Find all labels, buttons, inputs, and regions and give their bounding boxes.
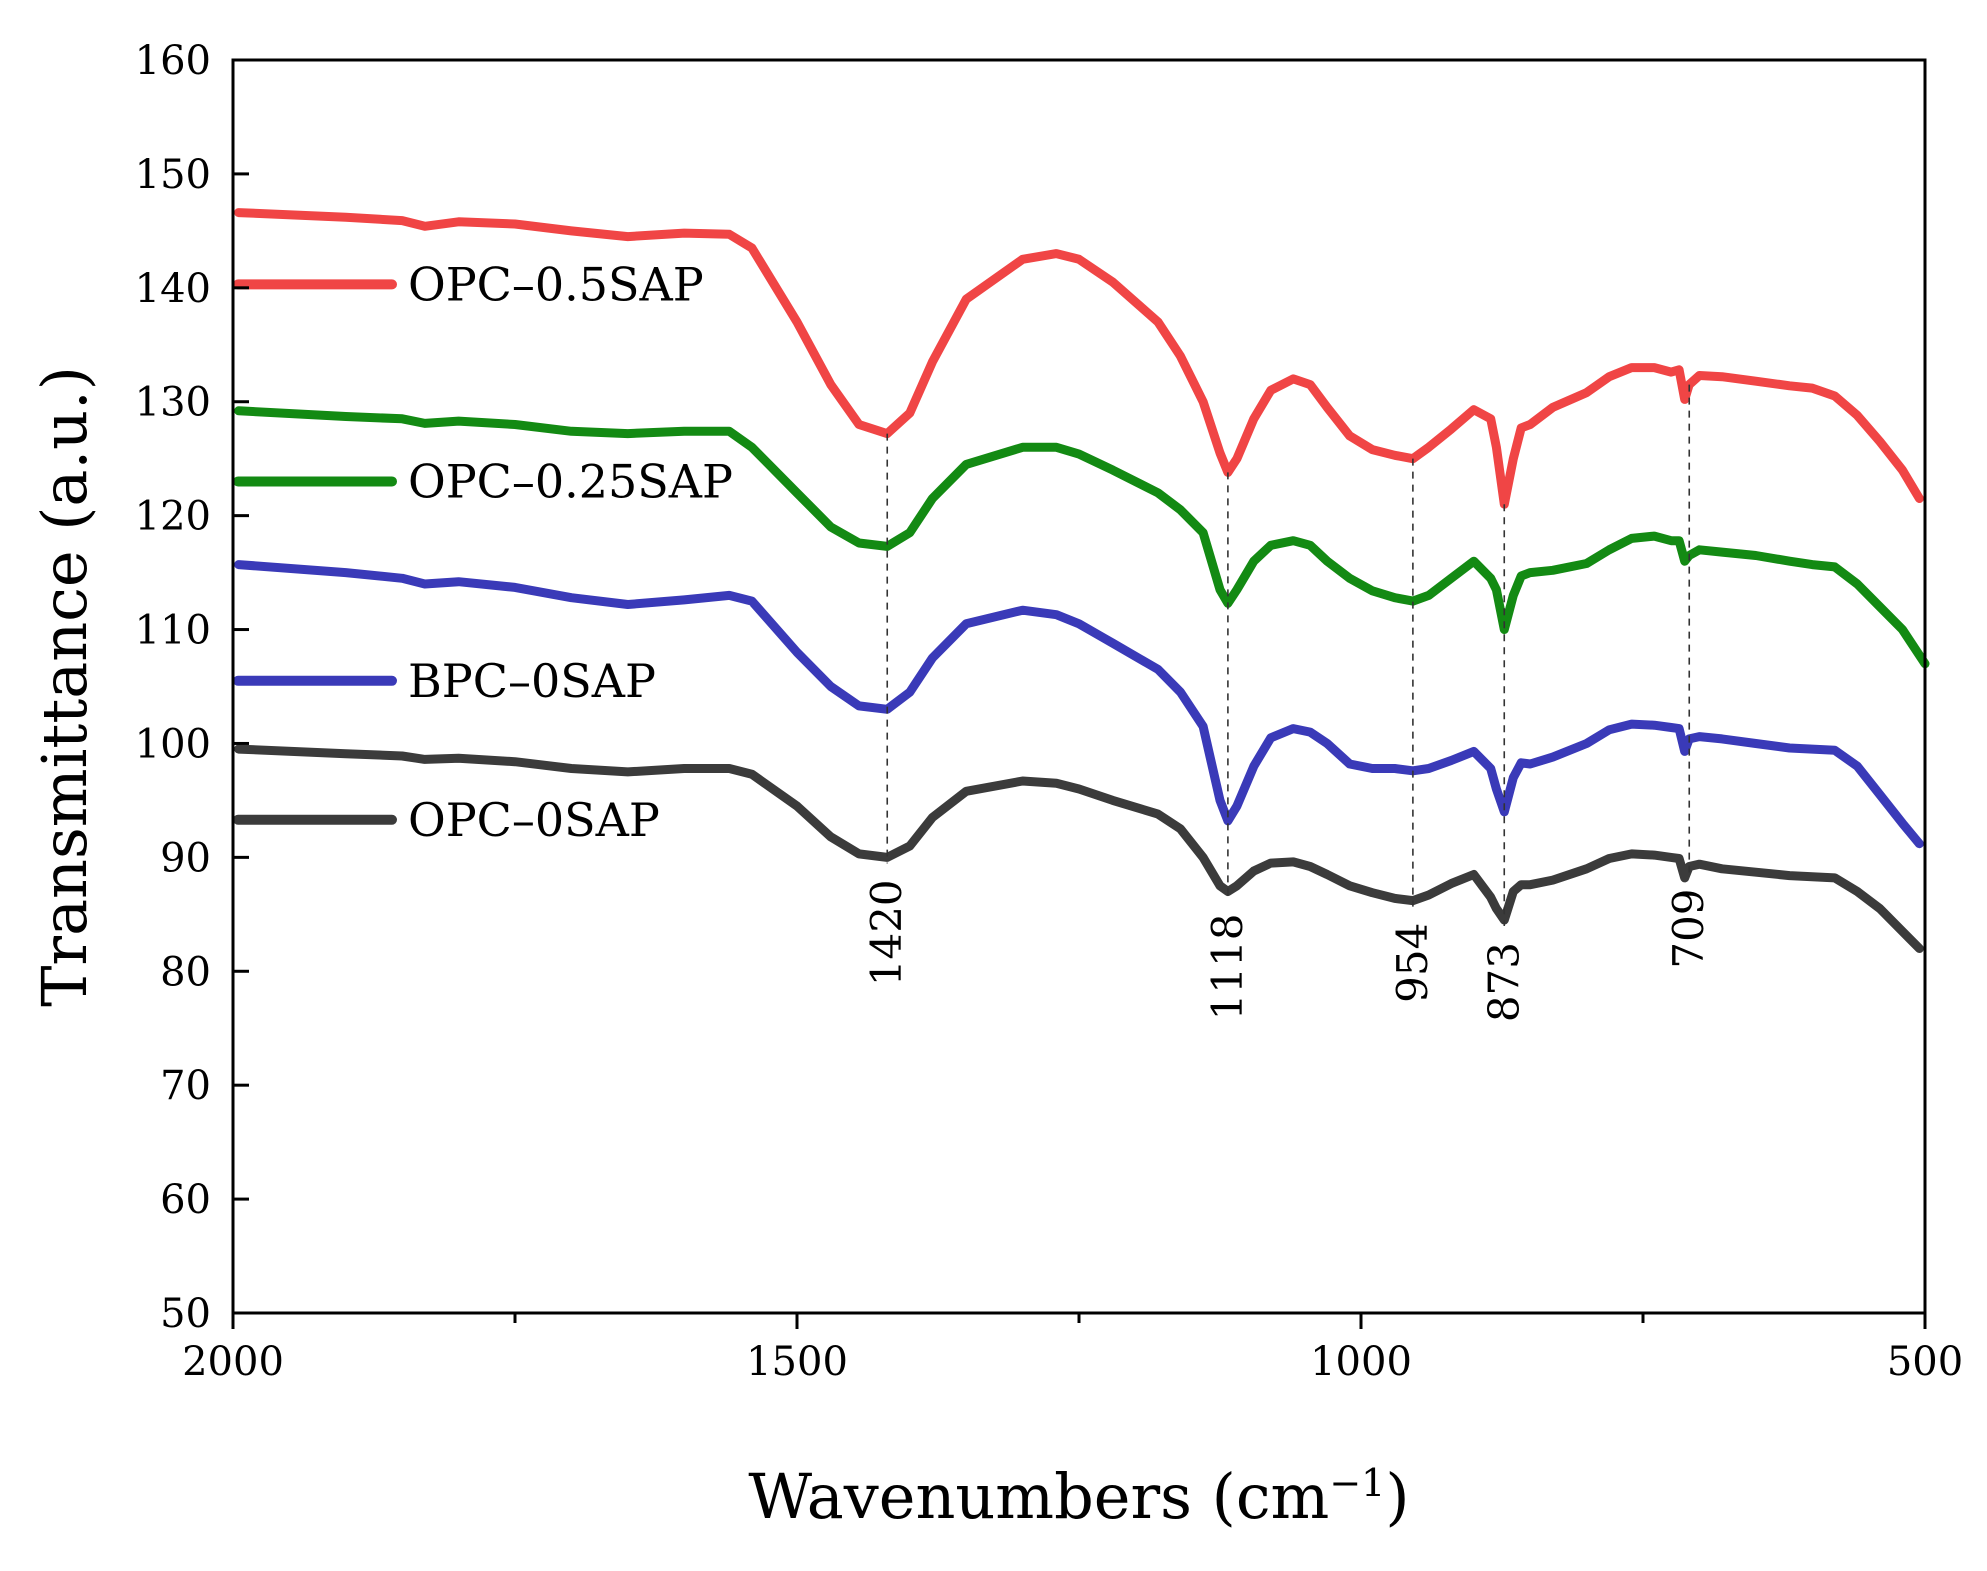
x-axis-title: Wavenumbers (cm−1) xyxy=(748,1460,1409,1533)
legend-label-3: OPC–0SAP xyxy=(408,793,660,847)
y-tick-label: 70 xyxy=(160,1063,211,1109)
legend: OPC–0.5SAP OPC–0.25SAP BPC–0SAP OPC–0SAP xyxy=(233,257,733,847)
legend-label-2: BPC–0SAP xyxy=(408,654,656,708)
peak-label: 873 xyxy=(1479,942,1528,1022)
y-tick-label: 50 xyxy=(160,1291,211,1337)
series-line-2 xyxy=(234,560,1924,849)
y-tick-label: 90 xyxy=(160,835,211,881)
x-tick-label: 2000 xyxy=(182,1339,284,1385)
x-tick-label: 1500 xyxy=(746,1339,848,1385)
y-tick-label: 80 xyxy=(160,949,211,995)
y-tick-label: 100 xyxy=(135,721,211,767)
y-tick-label: 140 xyxy=(135,266,211,312)
y-tick-label: 110 xyxy=(135,608,211,654)
y-tick-label: 160 xyxy=(135,38,211,84)
series-line-3 xyxy=(234,744,1924,953)
x-axis-title-close: ) xyxy=(1385,1460,1409,1533)
axes: 50 60 70 80 90 100 110 120 130 140 150 160 2000 1500 1… xyxy=(135,38,1964,1385)
x-axis-title-superscript: −1 xyxy=(1329,1461,1385,1505)
legend-label-0: OPC–0.5SAP xyxy=(408,257,704,311)
series-line-1 xyxy=(234,406,1930,669)
y-tick-label: 60 xyxy=(160,1177,211,1223)
series-layer xyxy=(234,208,1930,953)
legend-label-1: OPC–0.25SAP xyxy=(408,454,733,508)
x-tick-label: 1000 xyxy=(1310,1339,1412,1385)
peak-label: 954 xyxy=(1388,923,1437,1003)
peak-annotations: 1420 1118 954 873 709 xyxy=(862,384,1713,1022)
y-tick-label: 130 xyxy=(135,380,211,426)
y-tick-label: 150 xyxy=(135,152,211,198)
y-tick-label: 120 xyxy=(135,494,211,540)
series-line-0 xyxy=(234,208,1924,509)
peak-label: 709 xyxy=(1664,888,1713,968)
y-axis-title: Transmittance (a.u.) xyxy=(28,366,101,1007)
x-tick-label: 500 xyxy=(1887,1339,1963,1385)
x-axis-title-main: Wavenumbers (cm xyxy=(748,1460,1329,1533)
peak-label: 1118 xyxy=(1203,914,1252,1021)
peak-label: 1420 xyxy=(862,879,911,986)
